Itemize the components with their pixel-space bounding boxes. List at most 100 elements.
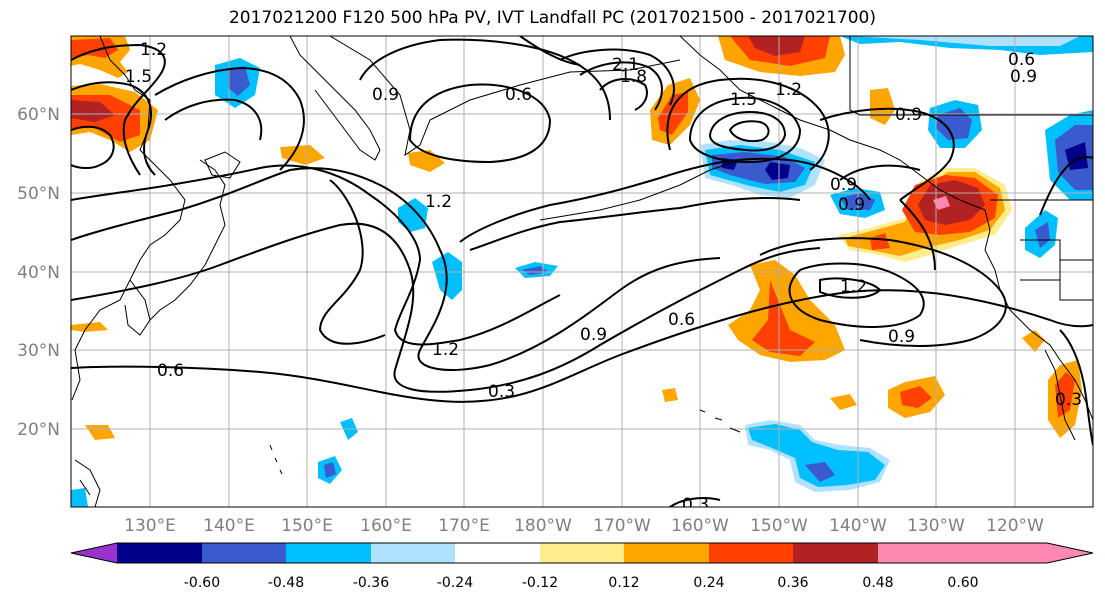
pv-contour — [688, 96, 802, 164]
pv-contour — [71, 125, 115, 169]
colorbar-extend-high — [963, 543, 1093, 563]
anomaly-positive — [71, 100, 115, 122]
pv-contour — [559, 48, 675, 106]
lon-label: 160°W — [671, 516, 729, 536]
pv-contour — [819, 277, 882, 299]
map-title: 2017021200 F120 500 hPa PV, IVT Landfall… — [228, 8, 876, 28]
colorbar-cell — [286, 543, 371, 563]
contour-label: 0.9 — [1010, 67, 1037, 87]
contour-label: 0.3 — [488, 382, 515, 402]
anomaly-positive — [870, 88, 895, 125]
lat-label: 30°N — [17, 341, 60, 361]
anomaly-negative — [936, 108, 972, 140]
anomaly-positive — [870, 233, 890, 250]
lon-label: 140°E — [203, 516, 255, 536]
contour-label: 1.2 — [140, 40, 167, 60]
pv-contours — [71, 36, 1093, 507]
pv-contour — [899, 199, 936, 271]
pv-contour — [708, 110, 787, 152]
coastline-korea — [124, 279, 151, 336]
latitude-labels: 60°N 50°N 40°N 30°N 20°N — [17, 105, 60, 440]
coastline-asia — [71, 36, 186, 401]
pv-contour — [71, 222, 821, 393]
coastlines — [71, 36, 1093, 507]
colorbar-cell — [709, 543, 793, 563]
anomaly-positive — [900, 386, 932, 408]
colorbar-cell — [202, 543, 286, 563]
contour-label: 1.2 — [425, 192, 452, 212]
pv-contour — [459, 157, 871, 243]
pv-contour — [154, 66, 305, 171]
lon-label: 130°E — [124, 516, 176, 536]
colorbar-tick-label: -0.36 — [353, 575, 389, 591]
lon-label: 120°W — [986, 516, 1044, 536]
colorbar-extend-low — [71, 543, 117, 563]
pv-contour — [519, 36, 581, 66]
anomaly-negative — [1035, 222, 1050, 248]
contour-labels: 1.2 1.5 0.9 0.6 2.1 1.8 1.5 1.2 0.9 1.2 … — [125, 40, 1082, 515]
colorbar-tick-label: -0.60 — [184, 575, 220, 591]
pv-contour — [71, 81, 156, 176]
pv-contour — [728, 120, 770, 143]
contour-label: 0.6 — [1008, 50, 1035, 70]
colorbar-cell — [624, 543, 709, 563]
contour-label: 0.9 — [830, 175, 857, 195]
pv-contour — [71, 167, 721, 371]
coastline-islands-micronesia — [269, 444, 283, 475]
anomaly-negative — [850, 36, 1080, 46]
anomaly-negative — [748, 424, 885, 487]
pv-contour — [759, 237, 1007, 347]
colorbar-cell — [540, 543, 624, 563]
pv-contour — [71, 164, 561, 346]
contour-label: 0.9 — [888, 327, 915, 347]
longitude-labels: 130°E 140°E 150°E 160°E 170°E 180°W 170°… — [124, 516, 1044, 536]
contour-label: 0.9 — [372, 85, 399, 105]
pv-contour — [318, 179, 386, 345]
contour-label: 1.5 — [730, 90, 757, 110]
contour-label: 0.3 — [682, 495, 709, 515]
anomaly-positive — [662, 388, 678, 402]
coastline-canada — [849, 36, 1093, 116]
coastline-islands-hawaii — [699, 409, 741, 433]
map-layers: 1.2 1.5 0.9 0.6 2.1 1.8 1.5 1.2 0.9 1.2 … — [71, 36, 1093, 515]
anomaly-negative — [398, 198, 428, 232]
anomaly-negative — [71, 488, 88, 507]
lon-label: 140°W — [829, 516, 887, 536]
anomaly-negative — [324, 462, 336, 478]
pv-contour — [1059, 329, 1093, 446]
anomaly-positive — [933, 196, 950, 210]
lon-label: 130°W — [907, 516, 965, 536]
anomaly-positive — [71, 38, 118, 58]
pv-contour — [669, 497, 721, 507]
coastline-baja — [1044, 349, 1076, 441]
lon-label: 160°E — [360, 516, 412, 536]
pv-contour — [666, 77, 830, 171]
contour-label: 2.1 — [612, 55, 639, 75]
coastline-philippines — [74, 459, 101, 507]
anomaly-negative — [805, 462, 835, 482]
contour-label: 1.5 — [125, 67, 152, 87]
anomaly-positive — [280, 145, 325, 165]
colorbar-cell — [117, 543, 202, 563]
colorbar-tick-label: 0.48 — [862, 575, 893, 591]
coastline-siberia — [329, 36, 681, 157]
pv-contour — [359, 38, 611, 121]
contour-label: 0.9 — [895, 105, 922, 125]
anomaly-negative — [765, 162, 790, 180]
colorbar-outline — [70, 542, 1094, 564]
anomaly-negative — [228, 66, 250, 96]
lat-label: 60°N — [17, 105, 60, 125]
lat-label: 50°N — [17, 184, 60, 204]
colorbar-cell — [371, 543, 455, 563]
coastline-japan — [149, 159, 226, 321]
colorbar-tick-label: -0.48 — [268, 575, 304, 591]
anomaly-positive — [1022, 330, 1045, 352]
contour-label: 0.9 — [580, 325, 607, 345]
colorbar-tick-label: 0.24 — [693, 575, 724, 591]
border-states — [1020, 239, 1093, 301]
lon-label: 170°E — [438, 516, 490, 536]
lon-label: 170°W — [593, 516, 651, 536]
anomaly-positive — [71, 322, 108, 332]
contour-label: 1.8 — [620, 67, 647, 87]
